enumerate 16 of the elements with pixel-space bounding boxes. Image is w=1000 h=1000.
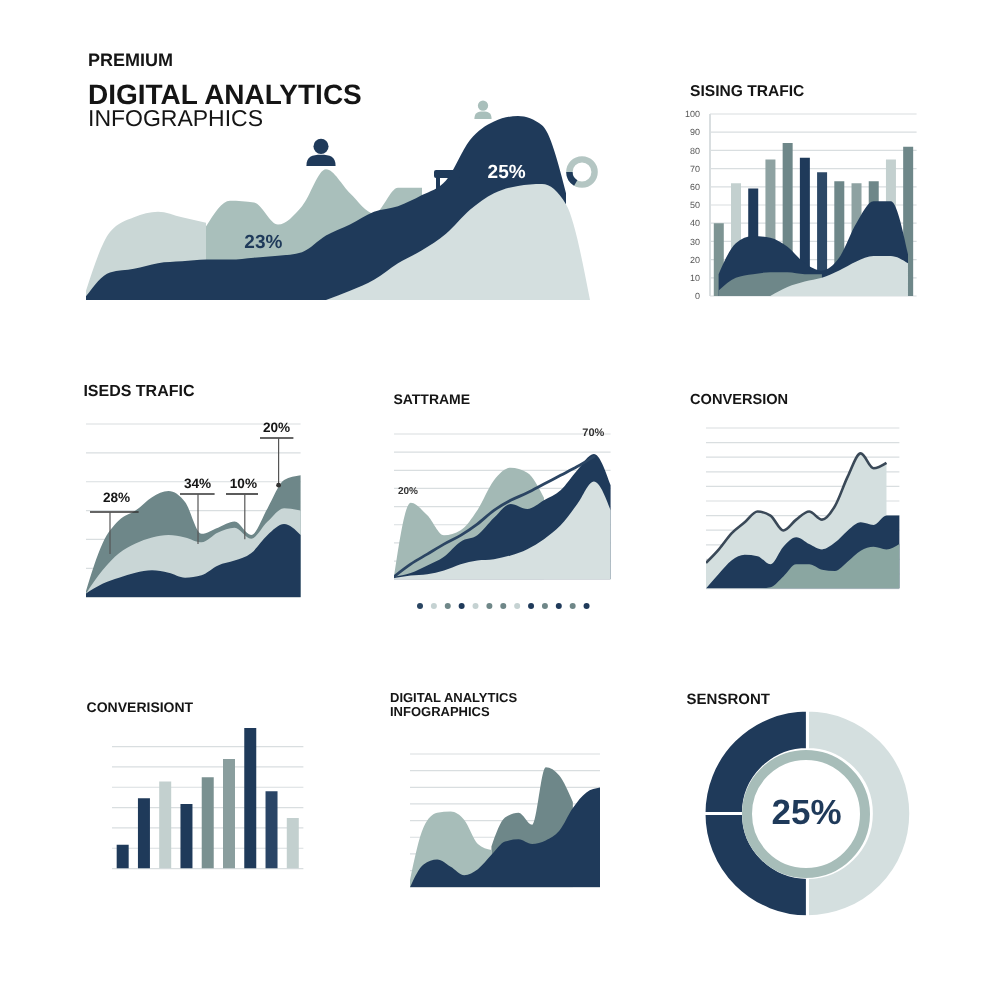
bar — [138, 798, 151, 869]
chart-title: DIGITAL ANALYTICS — [88, 77, 362, 110]
bar — [181, 803, 194, 869]
bar — [266, 791, 279, 869]
annotation: 23% — [244, 232, 283, 255]
text: 25% — [771, 792, 842, 833]
bar — [159, 781, 172, 869]
chart-title: ISEDS TRAFIC — [83, 382, 195, 401]
bar — [117, 844, 130, 869]
chart-subtitle: INFOGRAPHICS — [88, 107, 264, 133]
bar — [202, 777, 215, 869]
bar — [287, 817, 300, 869]
bar — [223, 758, 236, 869]
annotation: 25% — [487, 162, 526, 185]
bar — [244, 728, 257, 869]
text: PREMIUM — [88, 49, 173, 70]
